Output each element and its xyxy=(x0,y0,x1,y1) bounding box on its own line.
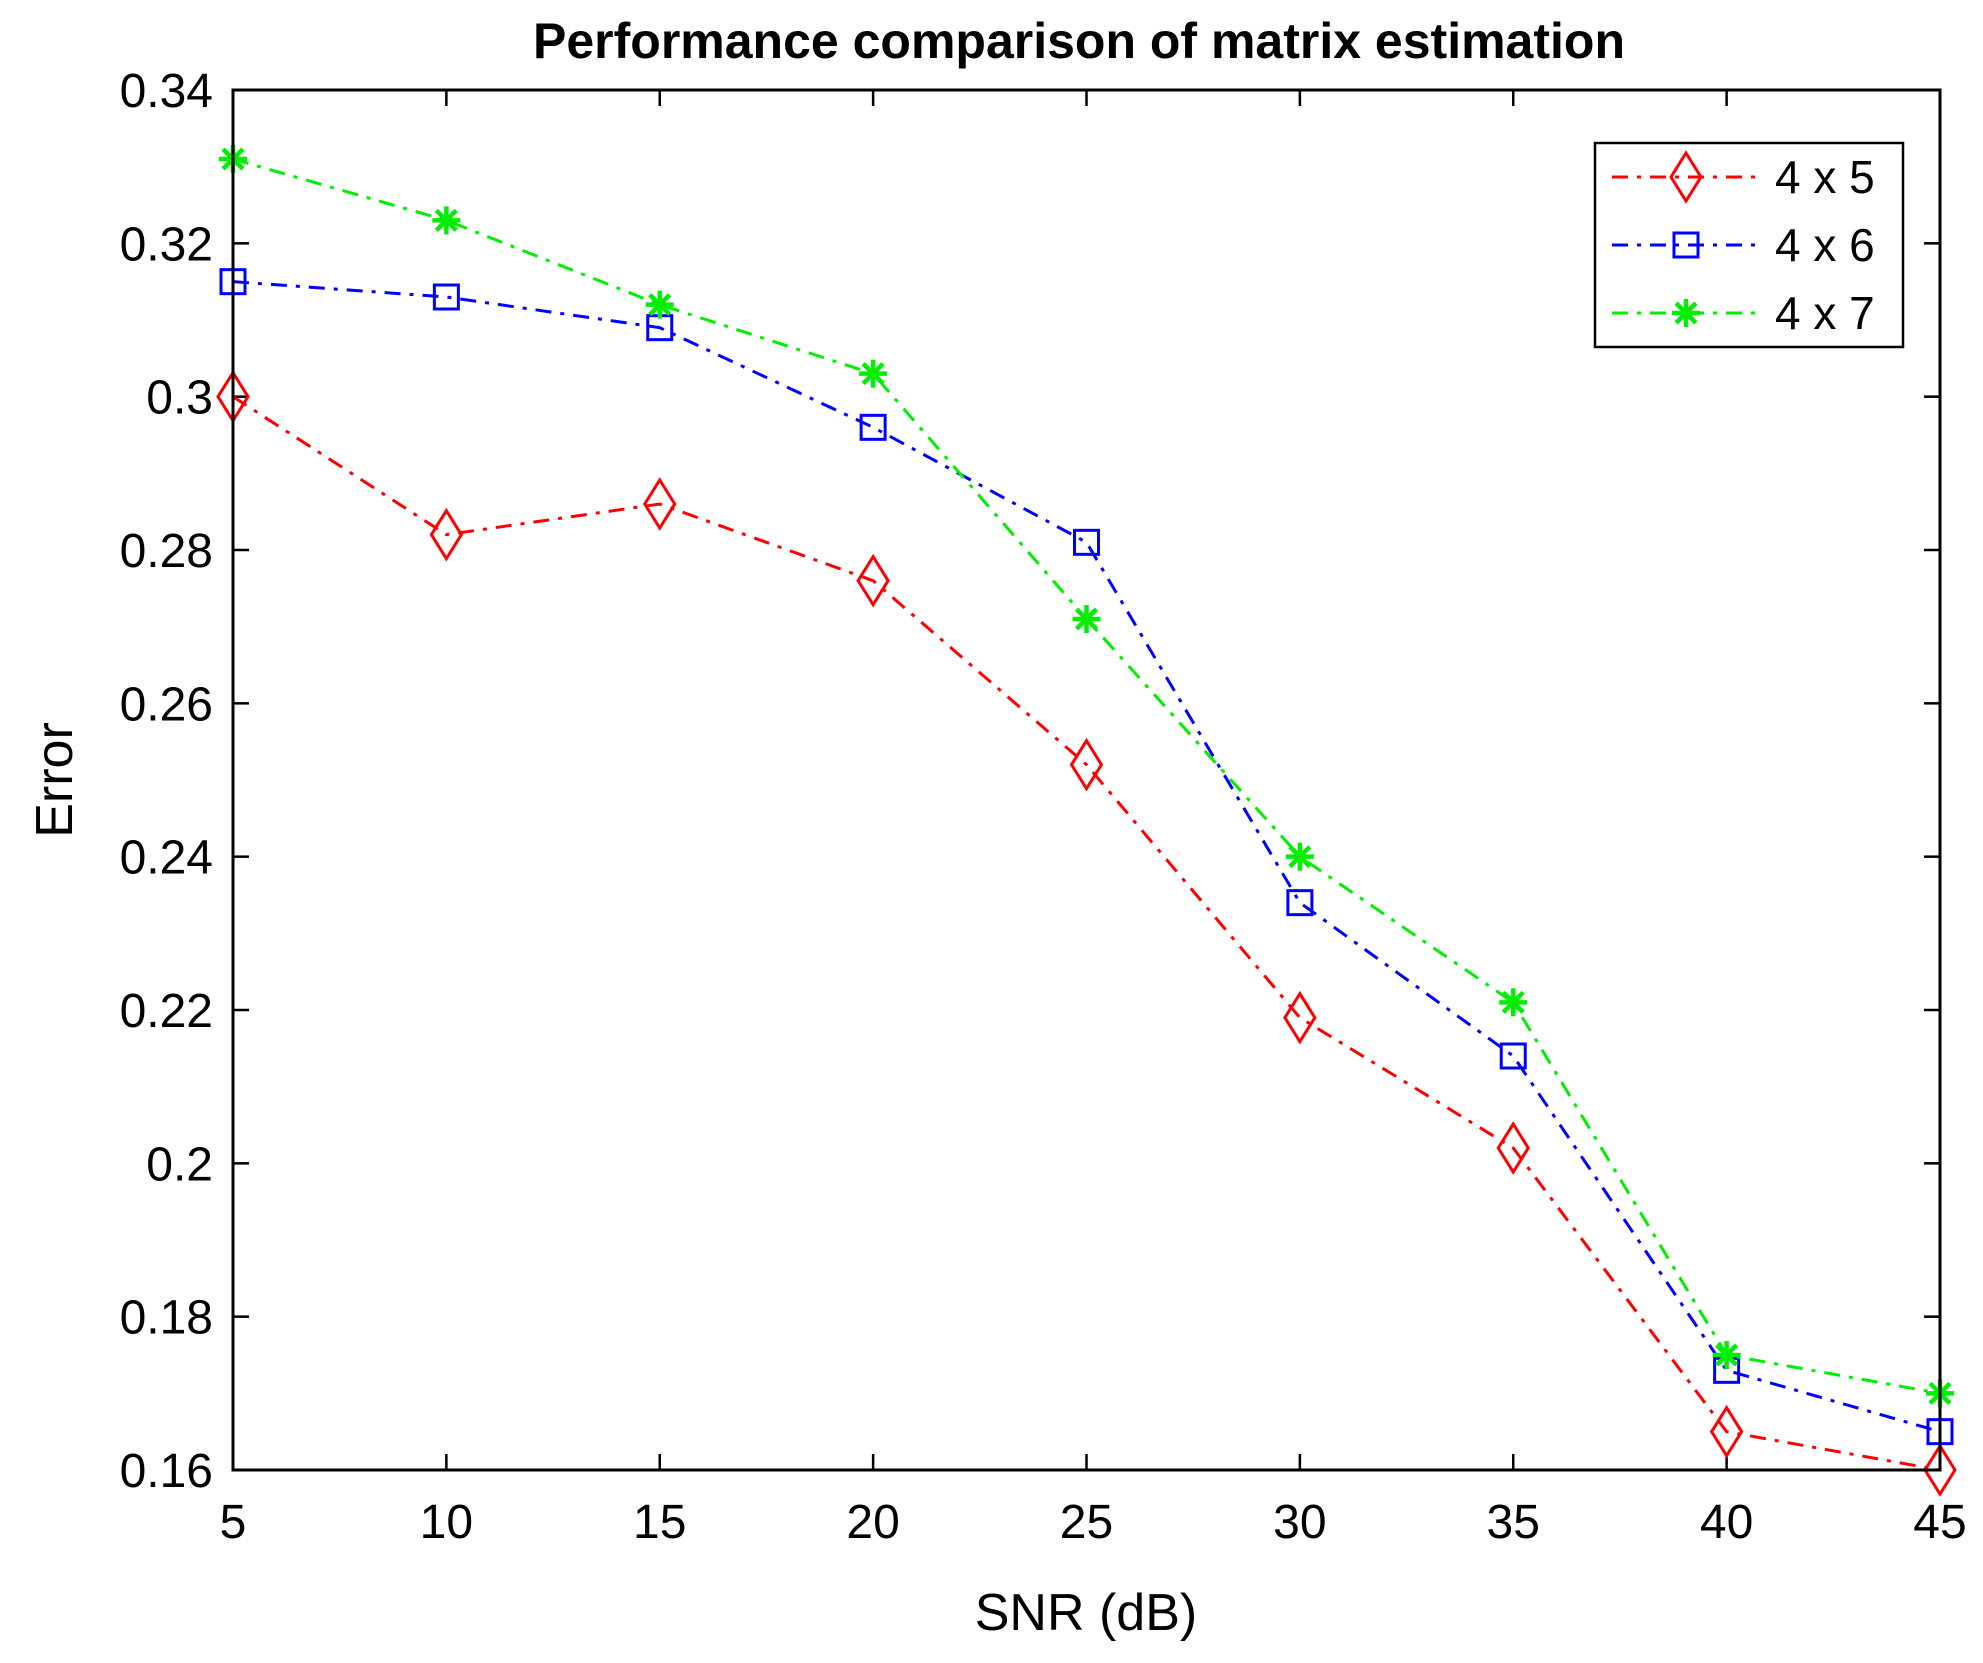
data-point xyxy=(1712,1341,1741,1369)
x-tick-label: 5 xyxy=(220,1496,247,1549)
y-tick-label: 0.32 xyxy=(120,218,213,271)
legend: 4 x 5 4 x 6 4 x 7 xyxy=(1593,141,1905,349)
legend-marker xyxy=(1672,231,1700,259)
data-point xyxy=(1285,842,1314,871)
data-point xyxy=(856,553,890,608)
data-point xyxy=(1073,528,1100,556)
y-tick-label: 0.18 xyxy=(120,1292,213,1345)
y-tick-labels: 0.16 0.18 0.2 0.22 0.24 0.26 0.28 0.3 0.32 0.34 xyxy=(120,65,213,1498)
data-point xyxy=(859,413,887,441)
y-axis-label: Error xyxy=(26,722,84,838)
legend-marker xyxy=(1669,150,1703,204)
chart-title: Performance comparison of matrix estimat… xyxy=(533,13,1625,69)
series-line xyxy=(232,280,1941,1434)
x-tick-labels: 5 10 15 20 25 30 35 40 45 xyxy=(220,1496,1967,1549)
legend-marker xyxy=(1672,299,1700,327)
legend-label: 4 x 5 xyxy=(1775,151,1875,203)
y-tick-label: 0.24 xyxy=(120,832,213,885)
y-tick-label: 0.28 xyxy=(120,525,213,578)
x-tick-label: 20 xyxy=(846,1496,899,1549)
x-tick-label: 45 xyxy=(1913,1496,1966,1549)
legend-label: 4 x 7 xyxy=(1775,287,1875,339)
series-4x6 xyxy=(219,268,1954,1446)
x-axis-label: SNR (dB) xyxy=(975,1584,1197,1642)
data-point xyxy=(1709,1404,1744,1459)
legend-box xyxy=(1593,141,1905,349)
plot-frame xyxy=(231,88,1942,1472)
data-point xyxy=(1069,737,1104,792)
y-tick-label: 0.3 xyxy=(146,372,213,425)
data-point xyxy=(1496,1121,1531,1175)
legend-label: 4 x 6 xyxy=(1775,219,1875,271)
data-point xyxy=(1072,605,1101,633)
data-point xyxy=(1283,990,1317,1045)
data-point xyxy=(645,290,674,319)
x-tick-label: 15 xyxy=(633,1496,686,1549)
data-point xyxy=(859,359,888,388)
data-point xyxy=(1499,988,1528,1017)
x-tick-label: 35 xyxy=(1487,1496,1540,1549)
data-point xyxy=(1923,1443,1957,1497)
x-tick-label: 25 xyxy=(1060,1496,1113,1549)
series-4x5 xyxy=(216,369,1957,1497)
legend-entry: 4 x 6 xyxy=(1612,219,1875,271)
data-point xyxy=(432,283,460,311)
series-line xyxy=(232,395,1941,1472)
data-point xyxy=(1286,889,1314,917)
x-tick-label: 40 xyxy=(1700,1496,1753,1549)
legend-entry: 4 x 5 xyxy=(1612,150,1875,204)
data-point xyxy=(429,507,464,562)
data-point xyxy=(432,206,461,235)
data-point xyxy=(642,477,677,531)
y-tick-label: 0.16 xyxy=(120,1445,213,1498)
y-tick-label: 0.34 xyxy=(120,65,213,118)
x-tick-label: 30 xyxy=(1273,1496,1326,1549)
legend-entry: 4 x 7 xyxy=(1612,287,1875,339)
y-tick-label: 0.2 xyxy=(146,1138,213,1191)
y-tick-label: 0.26 xyxy=(120,678,213,731)
x-tick-label: 10 xyxy=(420,1496,473,1549)
y-tick-label: 0.22 xyxy=(120,985,213,1038)
data-point xyxy=(1499,1042,1527,1070)
